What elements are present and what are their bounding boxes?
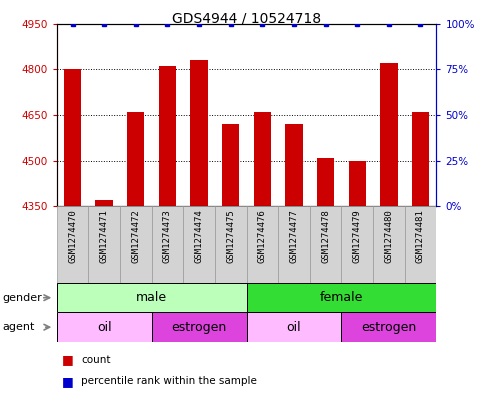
Text: percentile rank within the sample: percentile rank within the sample <box>81 376 257 386</box>
Bar <box>159 66 176 206</box>
Bar <box>64 69 81 206</box>
Bar <box>253 112 271 206</box>
Text: female: female <box>320 291 363 304</box>
Bar <box>246 206 278 283</box>
Text: ■: ■ <box>62 375 73 388</box>
Text: GSM1274470: GSM1274470 <box>68 209 77 263</box>
Bar <box>341 206 373 283</box>
Bar <box>183 206 215 283</box>
Text: ■: ■ <box>62 353 73 366</box>
Text: oil: oil <box>286 321 301 334</box>
Text: GSM1274477: GSM1274477 <box>289 209 298 263</box>
Text: agent: agent <box>2 322 35 332</box>
Bar <box>341 312 436 342</box>
Bar <box>57 283 246 312</box>
Text: GSM1274480: GSM1274480 <box>385 209 393 263</box>
Text: GSM1274481: GSM1274481 <box>416 209 425 263</box>
Text: GSM1274471: GSM1274471 <box>100 209 108 263</box>
Text: gender: gender <box>2 293 42 303</box>
Bar <box>222 124 240 206</box>
Text: GSM1274478: GSM1274478 <box>321 209 330 263</box>
Bar <box>88 206 120 283</box>
Bar <box>127 112 144 206</box>
Bar <box>380 63 397 206</box>
Bar <box>349 161 366 206</box>
Bar <box>246 312 341 342</box>
Bar <box>246 283 436 312</box>
Bar <box>215 206 246 283</box>
Bar <box>57 312 152 342</box>
Text: count: count <box>81 354 111 365</box>
Text: GSM1274473: GSM1274473 <box>163 209 172 263</box>
Text: GSM1274475: GSM1274475 <box>226 209 235 263</box>
Bar <box>310 206 341 283</box>
Bar <box>373 206 405 283</box>
Text: estrogen: estrogen <box>361 321 417 334</box>
Bar <box>152 206 183 283</box>
Bar <box>120 206 152 283</box>
Text: GSM1274472: GSM1274472 <box>131 209 141 263</box>
Bar <box>96 200 113 206</box>
Bar <box>412 112 429 206</box>
Text: GSM1274476: GSM1274476 <box>258 209 267 263</box>
Bar <box>405 206 436 283</box>
Bar <box>317 158 334 206</box>
Text: GSM1274474: GSM1274474 <box>195 209 204 263</box>
Text: male: male <box>136 291 167 304</box>
Bar <box>278 206 310 283</box>
Text: GDS4944 / 10524718: GDS4944 / 10524718 <box>172 12 321 26</box>
Text: oil: oil <box>97 321 111 334</box>
Bar <box>285 124 303 206</box>
Bar <box>57 206 88 283</box>
Text: estrogen: estrogen <box>172 321 227 334</box>
Text: GSM1274479: GSM1274479 <box>352 209 362 263</box>
Bar <box>152 312 246 342</box>
Bar <box>190 60 208 206</box>
